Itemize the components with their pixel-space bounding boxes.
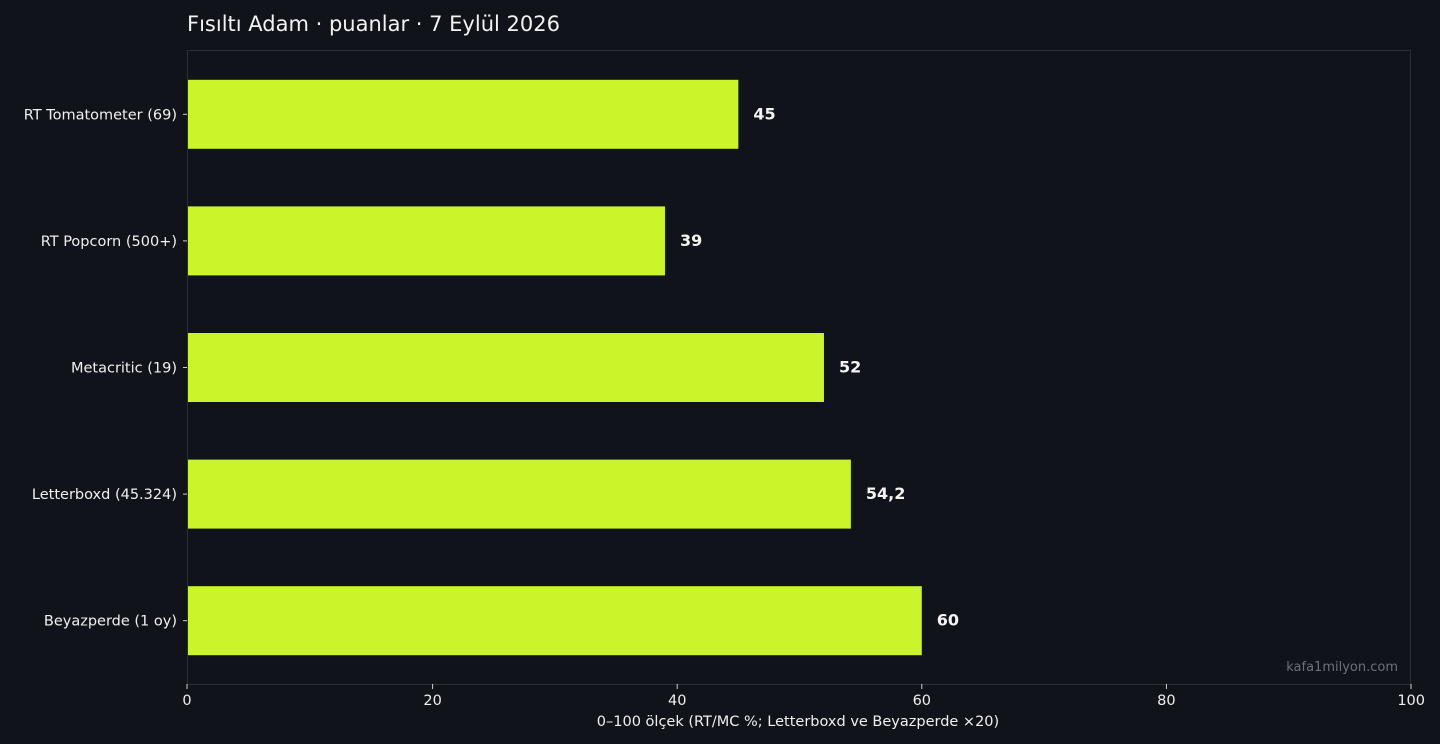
category-label: Letterboxd (45.324) [32,487,177,503]
bars-group [188,79,922,656]
category-label: Metacritic (19) [71,361,177,377]
value-label: 39 [680,231,702,250]
category-label: RT Popcorn (500+) [41,234,177,250]
x-axis-ticks-group: 0 20 40 60 80 100 [182,684,1425,709]
bar [188,206,665,276]
bar [188,586,922,656]
category-label: Beyazperde (1 oy) [44,614,177,630]
value-labels-group: 45 39 52 54,2 60 [680,104,959,629]
value-label: 52 [839,358,861,377]
value-label: 54,2 [866,484,905,503]
category-label: RT Tomatometer (69) [24,107,177,123]
bar [188,459,851,529]
value-label: 45 [753,104,775,123]
bar [188,333,824,402]
bar [188,79,739,149]
chart-title: Fısıltı Adam · puanlar · 7 Eylül 2026 [187,12,560,36]
plot-area-frame [187,50,1411,685]
value-label: 60 [937,611,959,630]
x-tick-label: 80 [1157,693,1175,709]
x-tick-label: 100 [1397,693,1425,709]
x-tick-label: 0 [182,693,191,709]
watermark: kafa1milyon.com [1286,660,1398,675]
category-labels-group: RT Tomatometer (69) RT Popcorn (500+) Meta… [24,107,187,630]
x-tick-label: 40 [668,693,686,709]
x-tick-label: 60 [913,693,931,709]
x-axis-label: 0–100 ölçek (RT/MC %; Letterboxd ve Beya… [597,714,999,730]
x-tick-label: 20 [423,693,441,709]
